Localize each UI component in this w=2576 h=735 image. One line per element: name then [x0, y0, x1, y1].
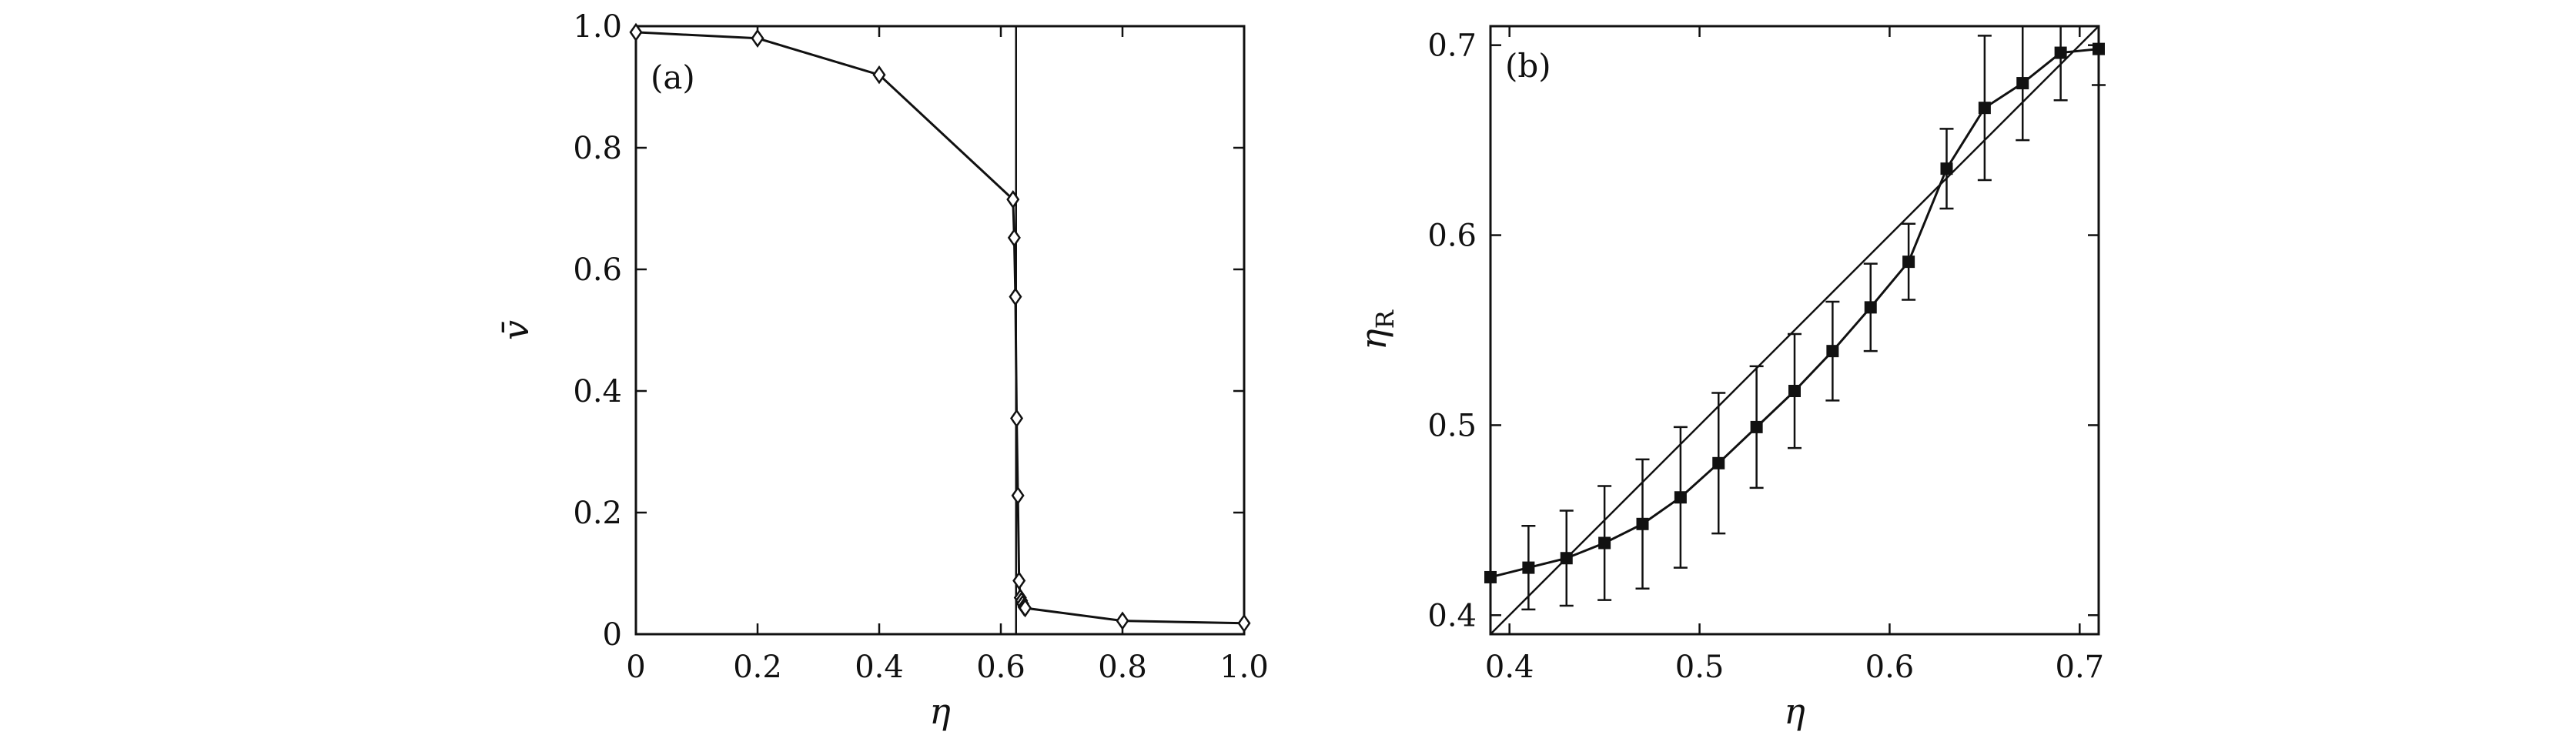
panel-b-ticks: 0.4 0.5 0.6 0.7 0.4 0.5 0.6 0.7 [1427, 26, 2104, 685]
data-point-square [1788, 385, 1801, 397]
data-point-square [1598, 536, 1611, 550]
panel-a-x-tick-label: 0.6 [976, 650, 1025, 685]
panel-b-x-tick-label: 0.5 [1675, 650, 1725, 685]
panel-b-series-line [1490, 48, 2099, 579]
panel-a-ticks: 0 0.2 0.4 0.6 0.8 1.0 0 0.2 0.4 0.6 0.8 1.0 [573, 9, 1268, 685]
panel-a-series-line [635, 31, 1245, 625]
data-point-square [2093, 42, 2105, 55]
panel-a-marks [629, 22, 1251, 634]
panel-a-y-tick-label: 0.4 [573, 374, 622, 409]
panel-a: (a) η v̄ 0 0.2 0.4 0.6 0.8 1.0 0 0.2 0.4 0.6 0.8 1.… [495, 9, 1269, 732]
panel-b-y-tick-label: 0.6 [1427, 219, 1477, 254]
panel-b-x-tick-label: 0.6 [1865, 650, 1915, 685]
data-point-diamond [1019, 598, 1032, 618]
panel-a-y-axis-label: v̄ [495, 320, 537, 340]
panel-a-label: (a) [651, 58, 695, 96]
panel-a-y-tick-label: 0.6 [573, 252, 622, 288]
panel-a-x-axis-label: η [929, 690, 951, 732]
panel-b-y-axis-label-main: η [1353, 329, 1394, 350]
panel-b-label: (b) [1505, 47, 1551, 85]
data-point-square [2054, 46, 2067, 59]
panel-b-y-tick-label: 0.4 [1427, 598, 1477, 633]
data-point-square [1712, 456, 1725, 469]
data-point-square [1522, 561, 1535, 574]
data-point-square [1902, 256, 1915, 269]
data-point-diamond [751, 28, 764, 48]
panel-a-y-tick-label: 0.2 [573, 496, 622, 531]
data-point-diamond [1116, 611, 1129, 630]
data-point-diamond [1007, 228, 1021, 248]
panel-b-x-tick-label: 0.4 [1485, 650, 1534, 685]
panel-b-x-axis-label: η [1784, 690, 1805, 732]
panel-a-frame [634, 25, 1246, 636]
data-point-square [1864, 301, 1877, 314]
data-point-square [1636, 517, 1649, 530]
data-point-diamond [1011, 486, 1025, 506]
data-point-square [1750, 420, 1763, 433]
panel-a-x-tick-label: 0.4 [855, 650, 904, 685]
panel-a-x-tick-label: 0.2 [733, 650, 782, 685]
data-point-square [1978, 102, 1991, 115]
panel-a-x-tick-label: 0.8 [1098, 650, 1147, 685]
panel-a-y-tick-label: 0.8 [573, 131, 622, 166]
data-point-diamond [1009, 287, 1022, 306]
diagonal-reference-line [1490, 25, 2099, 635]
data-point-diamond [1006, 189, 1020, 209]
panel-b-y-axis-label-subscript: R [1370, 309, 1400, 329]
data-point-square [1484, 570, 1497, 583]
data-point-diamond [1010, 409, 1024, 428]
panel-a-y-tick-label: 1.0 [573, 9, 622, 45]
panel-a-x-tick-label: 1.0 [1219, 650, 1269, 685]
data-point-diamond [1012, 571, 1026, 590]
panel-a-y-tick-label: 0 [603, 617, 622, 653]
data-point-diamond [629, 22, 643, 42]
panel-a-x-tick-label: 0 [626, 650, 645, 685]
data-point-square [1940, 162, 1953, 175]
panel-b-y-tick-label: 0.5 [1427, 408, 1477, 443]
panel-b-marks [1484, 25, 2106, 635]
panel-b-frame [1489, 25, 2100, 636]
data-point-square [1674, 491, 1687, 504]
data-point-diamond [872, 65, 886, 85]
data-point-square [1560, 552, 1573, 565]
data-point-square [1826, 345, 1839, 358]
panel-b-y-axis-label: ηR [1353, 309, 1400, 350]
data-point-square [2016, 77, 2029, 90]
panel-b-y-tick-label: 0.7 [1427, 28, 1477, 64]
panel-b-x-tick-label: 0.7 [2056, 650, 2105, 685]
data-point-diamond [1237, 613, 1251, 633]
panel-b: (b) η ηR 0.4 0.5 0.6 0.70.40.50.60.7 [1353, 25, 2106, 732]
